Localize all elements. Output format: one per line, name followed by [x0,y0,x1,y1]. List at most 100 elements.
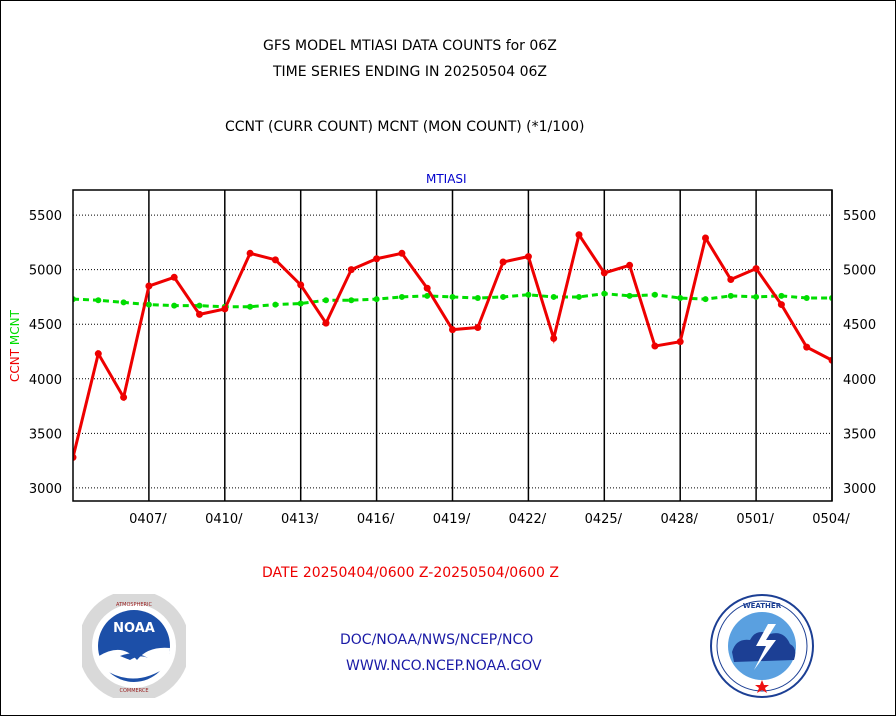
x-tick-label: 0419/ [433,512,471,527]
ccnt-data-point [170,273,178,281]
mcnt-data-point [803,295,810,302]
y-tick-label-right: 4500 [843,318,876,333]
svg-text:WEATHER: WEATHER [743,602,782,610]
x-tick-label: 0407/ [129,512,167,527]
ccnt-data-point [777,301,785,309]
x-tick-label: 0501/ [736,512,774,527]
ccnt-data-point [626,261,634,269]
y-axis-label: CCNT MCNT [8,309,22,382]
mcnt-data-point [196,302,203,309]
ccnt-data-point [752,265,760,273]
mcnt-data-point [373,296,380,303]
x-tick-label: 0504/ [812,512,850,527]
ccnt-data-point [145,282,153,290]
axis-labels: 3000 3000 3500 3500 4000 4000 4500 4500 5000 5000… [8,209,876,527]
ccnt-data-point [600,269,608,277]
mcnt-data-point [500,293,507,300]
ccnt-data-point [196,310,203,318]
ccnt-data-point [271,256,279,264]
y-tick-label-left: 4000 [29,373,62,388]
x-tick-label: 0428/ [660,512,698,527]
national-weather-service-logo: WEATHER [710,594,814,698]
mcnt-data-point [778,292,785,299]
ccnt-data-point [676,338,684,346]
grid-lines [73,190,833,501]
mcnt-data-point [753,293,760,300]
ccnt-data-point [398,249,406,257]
ccnt-data-point [651,342,659,350]
ccnt-data-point [297,281,305,289]
y-tick-label-left: 5000 [29,264,62,279]
mcnt-data-point [95,297,102,304]
y-tick-label-left: 4500 [29,318,62,333]
mcnt-data-point [626,292,633,299]
y-tick-label-left: 5500 [29,209,62,224]
mcnt-data-point [120,299,127,306]
ccnt-data-point [803,343,811,351]
mcnt-data-point [398,293,405,300]
mcnt-data-point [677,295,684,302]
mcnt-data-point [525,291,532,298]
ccnt-data-point [94,350,102,358]
mcnt-data-point [702,296,709,303]
series-layer [73,231,832,461]
mcnt-data-point [727,292,734,299]
y-tick-label-left: 3500 [29,427,62,442]
panel-title: MTIASI [426,172,467,186]
ccnt-data-point [702,234,709,242]
mcnt-data-point [297,300,304,307]
ccnt-data-point [828,356,832,364]
ccnt-data-point [221,305,229,313]
date-range-label: DATE 20250404/0600 Z-20250504/0600 Z [262,565,559,581]
ccnt-data-point [727,275,735,283]
mcnt-data-point [323,297,329,304]
ccnt-data-point [449,326,456,334]
mcnt-data-point [651,291,658,298]
x-tick-label: 0413/ [281,512,319,527]
noaa-logo: NOAA ATMOSPHERIC COMMERCE [82,594,186,698]
y-tick-label-right: 3500 [843,427,876,442]
mcnt-data-point [171,302,178,309]
x-tick-label: 0416/ [357,512,395,527]
mcnt-data-point [145,301,152,308]
mcnt-data-point [550,293,557,300]
ccnt-data-point [423,284,431,292]
ccnt-data-point [322,319,330,327]
mcnt-data-point [348,297,355,304]
mcnt-data-point [272,301,279,308]
ccnt-data-point [550,334,558,342]
ccnt-data-point [73,453,77,461]
svg-text:NOAA: NOAA [113,621,155,636]
credit-line-2: WWW.NCO.NCEP.NOAA.GOV [346,658,542,674]
x-tick-label: 0425/ [585,512,623,527]
y-tick-label-right: 5000 [843,264,876,279]
mcnt-data-point [474,295,481,302]
svg-text:COMMERCE: COMMERCE [119,688,148,694]
mcnt-data-point [576,293,582,300]
mcnt-data-point [449,293,456,300]
chart-title-line2: TIME SERIES ENDING IN 20250504 06Z [273,64,547,80]
mcnt-data-point [601,290,608,297]
ccnt-data-point [575,231,583,239]
x-tick-label: 0410/ [205,512,243,527]
ccnt-data-point [524,253,532,261]
y-tick-label-right: 3000 [843,482,876,497]
y-axis-label-part: CCNT [8,348,22,382]
series-group [73,231,832,461]
y-tick-label-left: 3000 [29,482,62,497]
ccnt-data-point [120,393,128,401]
ccnt-data-point [373,255,381,263]
chart-subtitle: CCNT (CURR COUNT) MCNT (MON COUNT) (*1/1… [225,119,585,135]
mcnt-data-point [247,303,254,310]
credit-line-1: DOC/NOAA/NWS/NCEP/NCO [340,632,534,648]
x-tick-label: 0422/ [509,512,547,527]
y-tick-label-right: 5500 [843,209,876,224]
mcnt-data-point [424,292,431,299]
y-axis-label-part: MCNT [8,309,22,349]
svg-text:ATMOSPHERIC: ATMOSPHERIC [116,602,152,608]
ccnt-data-point [499,258,507,266]
plot-border [72,189,833,502]
ccnt-data-point [246,249,254,257]
ccnt-data-point [474,323,482,331]
